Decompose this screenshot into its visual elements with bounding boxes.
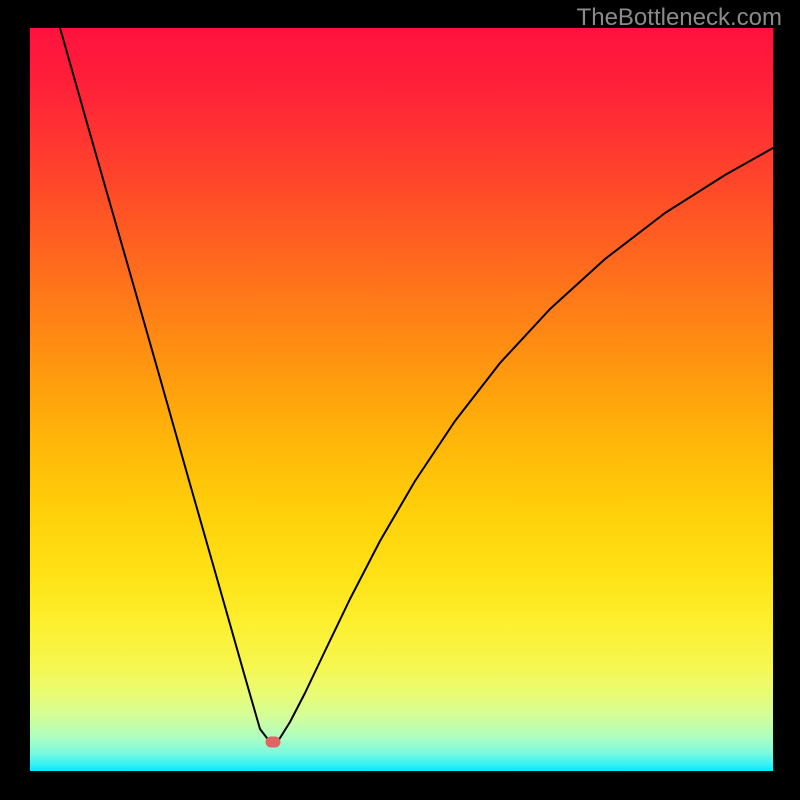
curve-right-branch <box>273 148 773 745</box>
bottleneck-curve <box>30 28 773 771</box>
optimum-marker <box>266 737 280 747</box>
chart-plot-area <box>30 28 773 771</box>
curve-left-branch <box>60 28 273 745</box>
watermark-text: TheBottleneck.com <box>577 4 782 32</box>
